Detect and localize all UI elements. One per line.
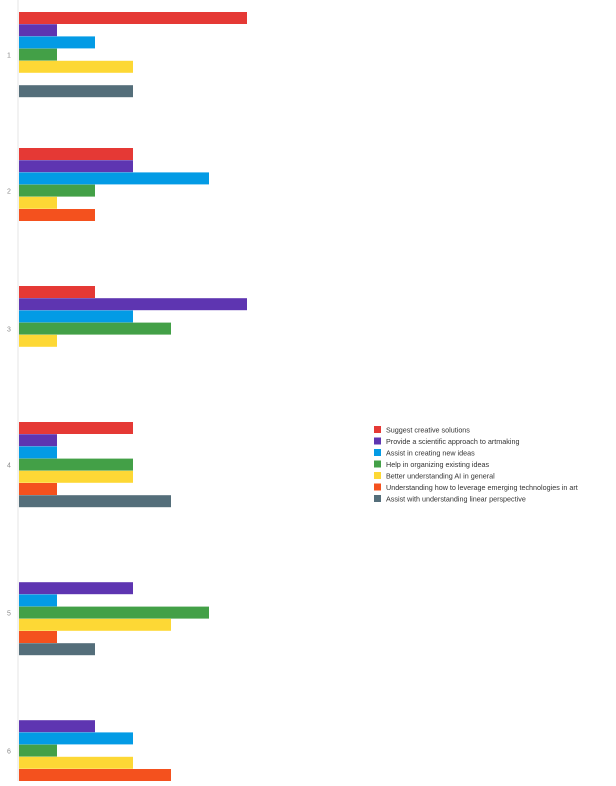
legend-swatch [374, 449, 381, 456]
bar-5-2 [19, 594, 57, 607]
legend-swatch [374, 437, 381, 445]
bar-2-4 [19, 196, 57, 209]
legend-label: Assist with understanding linear perspec… [386, 495, 526, 504]
bar-4-3 [19, 458, 133, 471]
bar-6-4 [19, 756, 133, 769]
category-tick-label: 3 [7, 327, 11, 334]
bar-3-3 [19, 322, 171, 335]
bar-6-2 [19, 732, 133, 745]
bar-5-5 [19, 631, 57, 643]
bar-5-4 [19, 618, 171, 631]
bar-6-3 [19, 744, 57, 757]
bar-5-3 [19, 606, 209, 619]
legend-swatch [374, 426, 381, 433]
bar-3-0 [19, 286, 95, 298]
bar-1-0 [19, 12, 247, 24]
bar-1-3 [19, 48, 57, 61]
bar-4-6 [19, 495, 171, 508]
legend: Suggest creative solutions Provide a scie… [374, 426, 578, 504]
category-tick-label: 2 [7, 189, 11, 196]
legend-swatch [374, 460, 381, 468]
bar-4-1 [19, 434, 57, 447]
bar-4-4 [19, 470, 133, 483]
bar-4-2 [19, 446, 57, 459]
legend-swatch [374, 483, 381, 491]
bar-3-1 [19, 298, 247, 311]
bars-layer [19, 12, 247, 786]
bar-1-4 [19, 60, 133, 73]
legend-swatch [374, 472, 381, 479]
bar-4-5 [19, 483, 57, 495]
bar-2-0 [19, 148, 133, 160]
category-ticks: 1 2 3 4 5 6 [7, 53, 11, 756]
bar-2-5 [19, 209, 95, 221]
bar-5-1 [19, 582, 133, 595]
bar-1-1 [19, 24, 57, 37]
legend-label: Assist in creating new ideas [386, 449, 475, 458]
bar-1-6 [19, 85, 133, 98]
category-tick-label: 6 [7, 749, 11, 756]
legend-label: Better understanding AI in general [386, 472, 495, 481]
legend-swatch [374, 495, 381, 502]
bar-3-2 [19, 310, 133, 323]
category-tick-label: 1 [7, 53, 11, 60]
bar-5-6 [19, 643, 95, 656]
bar-1-2 [19, 36, 95, 49]
category-tick-label: 5 [7, 611, 11, 618]
bar-6-5 [19, 769, 171, 781]
bar-2-2 [19, 172, 209, 185]
bar-2-1 [19, 160, 133, 173]
legend-label: Provide a scientific approach to artmaki… [386, 437, 519, 446]
bar-2-3 [19, 184, 95, 197]
bar-3-4 [19, 334, 57, 347]
legend-label: Suggest creative solutions [386, 426, 470, 435]
bar-6-1 [19, 720, 95, 733]
legend-label: Help in organizing existing ideas [386, 460, 489, 469]
category-tick-label: 4 [7, 463, 11, 470]
bar-4-0 [19, 422, 133, 434]
legend-label: Understanding how to leverage emerging t… [386, 483, 578, 492]
